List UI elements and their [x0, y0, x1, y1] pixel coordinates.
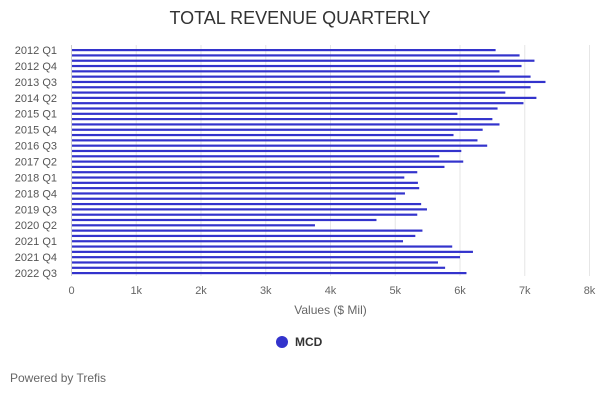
bar: [71, 64, 522, 68]
legend-marker: [276, 336, 288, 348]
x-tick-label: 4k: [325, 285, 337, 297]
bar: [71, 240, 404, 243]
bar: [71, 149, 462, 153]
bar: [71, 261, 438, 264]
y-tick-label: 2012 Q1: [15, 45, 57, 57]
bar: [71, 144, 488, 147]
y-tick-label: 2021 Q1: [15, 236, 57, 248]
bar: [71, 245, 453, 248]
bar: [71, 224, 315, 227]
y-tick-label: 2022 Q3: [15, 268, 57, 280]
x-tick-label: 5k: [389, 285, 401, 297]
bar: [71, 229, 423, 232]
bar: [71, 118, 493, 121]
y-tick-label: 2012 Q4: [15, 61, 57, 73]
bar: [71, 192, 405, 195]
bar: [71, 49, 496, 52]
y-tick-label: 2017 Q2: [15, 157, 57, 169]
x-tick-label: 8k: [584, 285, 596, 297]
bar: [71, 80, 546, 84]
bar: [71, 256, 460, 259]
legend-label: MCD: [295, 335, 323, 349]
x-tick-label: 6k: [454, 285, 466, 297]
bar: [71, 160, 464, 163]
y-tick-label: 2015 Q4: [15, 125, 57, 137]
y-tick-label: 2018 Q1: [15, 172, 57, 184]
bar: [71, 139, 478, 142]
bar: [71, 107, 498, 110]
bar: [71, 272, 467, 275]
bar: [71, 96, 537, 99]
bar: [71, 59, 535, 62]
y-tick-label: 2013 Q3: [15, 77, 57, 89]
bar: [71, 102, 524, 105]
bar: [71, 234, 416, 238]
y-tick-label: 2020 Q2: [15, 220, 57, 232]
x-axis-title: Values ($ Mil): [294, 303, 366, 317]
x-tick-label: 7k: [519, 285, 531, 297]
bar: [71, 187, 420, 190]
bar: [71, 91, 506, 94]
bar: [71, 70, 500, 73]
bar: [71, 266, 446, 269]
bar: [71, 208, 427, 211]
y-tick-label: 2018 Q4: [15, 188, 57, 200]
bar: [71, 75, 531, 78]
powered-by-credit: Powered by Trefis: [10, 371, 107, 385]
bar: [71, 197, 396, 200]
x-tick-label: 0: [68, 285, 74, 297]
bar: [71, 171, 418, 174]
bar: [71, 218, 377, 222]
bar: [71, 181, 418, 184]
bar: [71, 250, 473, 253]
bar: [71, 213, 418, 216]
bar: [71, 112, 458, 115]
bar: [71, 165, 445, 169]
bar: [71, 202, 422, 206]
bar: [71, 54, 520, 57]
y-tick-label: 2015 Q1: [15, 109, 57, 121]
bar: [71, 128, 483, 131]
y-tick-label: 2019 Q3: [15, 204, 57, 216]
y-tick-label: 2014 Q2: [15, 93, 57, 105]
y-tick-label: 2016 Q3: [15, 141, 57, 153]
bar: [71, 176, 405, 179]
bar: [71, 155, 440, 158]
legend[interactable]: MCD: [276, 335, 322, 349]
chart-title: TOTAL REVENUE QUARTERLY: [169, 8, 431, 28]
x-tick-label: 1k: [130, 285, 142, 297]
bar: [71, 133, 454, 137]
x-tick-label: 3k: [260, 285, 272, 297]
bar: [71, 86, 531, 89]
x-tick-label: 2k: [195, 285, 207, 297]
bar: [71, 123, 500, 126]
y-tick-label: 2021 Q4: [15, 252, 57, 264]
